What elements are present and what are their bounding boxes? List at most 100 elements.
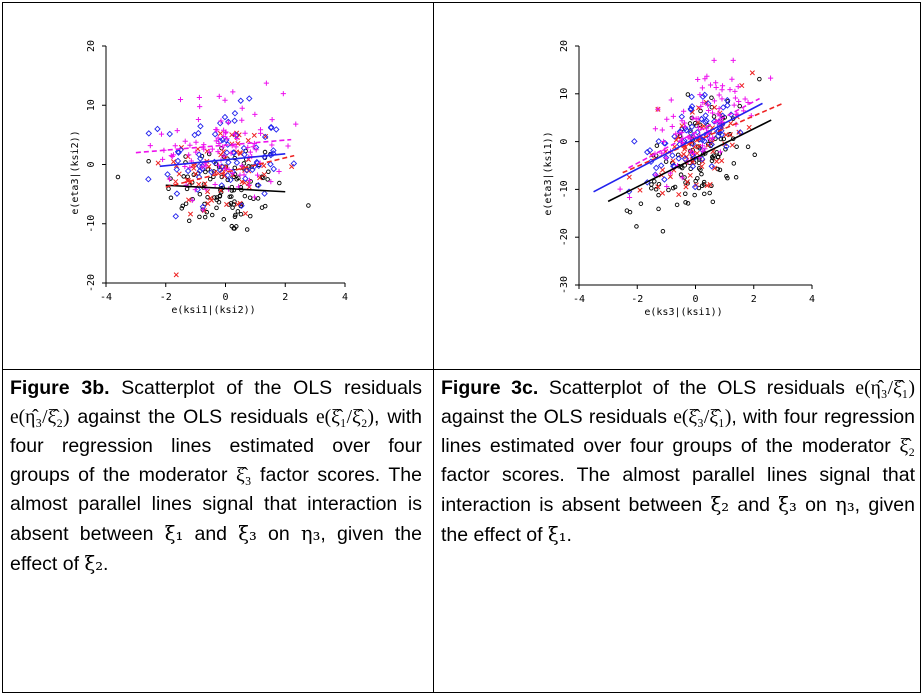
data-point [242, 130, 248, 136]
data-point [704, 182, 710, 189]
data-point [239, 117, 245, 123]
data-point [293, 121, 299, 127]
data-point [223, 149, 231, 156]
data-point [173, 166, 180, 173]
data-point [685, 92, 691, 97]
data-point [259, 205, 265, 210]
data-point [697, 91, 703, 98]
data-point [679, 139, 686, 145]
data-point [724, 96, 731, 104]
data-point [246, 95, 253, 102]
data-point [688, 148, 694, 154]
data-point [173, 190, 181, 197]
data-point [696, 136, 703, 143]
data-point [233, 144, 239, 150]
data-point [682, 146, 688, 152]
data-point [704, 100, 712, 107]
data-point [206, 164, 212, 170]
data-point [261, 190, 268, 197]
data-point [251, 132, 257, 138]
greek-symbol: η₃ [300, 522, 321, 545]
data-point [695, 76, 701, 83]
data-point [231, 117, 238, 125]
data-point [684, 179, 690, 185]
data-point [197, 191, 203, 197]
data-point [217, 130, 223, 137]
data-point [749, 70, 755, 76]
data-point [285, 143, 291, 149]
y-tick-label: -20 [559, 228, 570, 246]
data-point [168, 195, 174, 201]
data-point [700, 100, 706, 106]
data-point [197, 214, 202, 220]
data-point [688, 93, 695, 101]
data-point [634, 224, 639, 229]
scatterplot-3b: -4 -2 0 2 4-20-1001020e(ksi1|(ksi2))e(eta3|(… [70, 40, 348, 316]
x-tick-label: -2 [160, 292, 172, 303]
data-point [652, 164, 660, 172]
data-point [727, 132, 733, 138]
y-tick-label: -30 [559, 276, 570, 294]
data-point [709, 183, 714, 189]
data-point [667, 170, 673, 176]
data-point [207, 176, 213, 182]
data-point [683, 200, 688, 205]
data-point [236, 175, 241, 181]
column-divider [433, 2, 434, 693]
data-point [719, 104, 727, 111]
data-point [703, 117, 710, 124]
data-point [713, 80, 719, 86]
x-tick-label: 0 [222, 292, 228, 303]
data-point [238, 202, 245, 209]
data-point [224, 141, 231, 148]
data-point [255, 182, 262, 189]
data-point [696, 143, 702, 149]
data-point [702, 76, 708, 82]
x-axis-label: e(ks3|(ksi1)) [644, 307, 722, 318]
data-point [231, 174, 237, 180]
data-point [757, 76, 762, 82]
data-point [656, 192, 661, 198]
regression-line [165, 184, 286, 193]
data-point [735, 83, 741, 90]
data-point [699, 171, 704, 177]
data-point [687, 129, 694, 136]
data-point [193, 149, 199, 155]
data-point [670, 113, 676, 119]
data-point [182, 138, 188, 144]
data-point [172, 143, 178, 149]
data-point [689, 163, 697, 170]
data-point [172, 213, 180, 220]
data-point [718, 136, 724, 142]
data-point [694, 150, 700, 156]
data-point [729, 142, 735, 148]
data-point [219, 136, 226, 144]
data-point [145, 175, 152, 183]
data-point [679, 130, 685, 136]
data-point [709, 154, 715, 160]
x-tick-label: 0 [692, 294, 698, 305]
data-point [269, 142, 275, 148]
math-expression: ξ̂₂ [899, 436, 916, 457]
data-point [182, 163, 188, 170]
data-point [673, 131, 679, 137]
data-point [664, 183, 670, 190]
data-point [212, 181, 218, 188]
data-point [242, 211, 249, 217]
data-point [257, 127, 264, 133]
data-point [231, 226, 236, 231]
math-expression: e(η̂₃/ξ̂₂) [10, 407, 70, 428]
data-point [698, 155, 706, 163]
data-point [702, 146, 708, 152]
data-point [254, 172, 261, 178]
data-point [231, 110, 239, 117]
x-tick-label: 4 [342, 292, 348, 303]
data-point [670, 158, 676, 164]
greek-symbol: ξ₃ [238, 522, 257, 545]
data-point [687, 105, 695, 113]
data-point [644, 148, 651, 156]
data-point [186, 197, 192, 203]
data-point [660, 229, 666, 234]
data-point [659, 127, 665, 133]
